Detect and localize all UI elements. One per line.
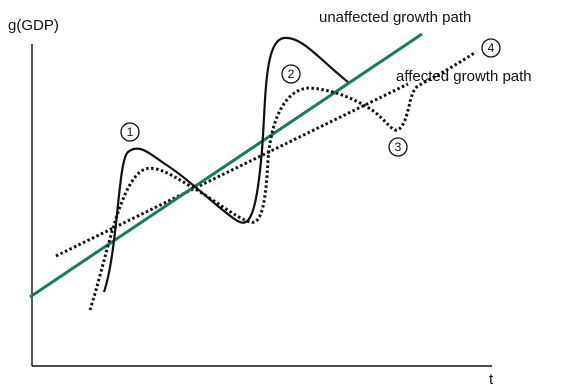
affected-cycle-curve	[88, 50, 477, 311]
solid-cycle-curve	[102, 36, 349, 293]
unaffected-growth-line	[29, 32, 423, 299]
marker-1: 1	[120, 122, 140, 142]
affected-growth-label: affected growth path	[396, 68, 532, 85]
marker-2: 2	[281, 64, 301, 84]
svg-text:4: 4	[488, 41, 495, 55]
svg-text:3: 3	[395, 140, 402, 154]
marker-4: 4	[481, 38, 501, 58]
marker-3: 3	[388, 137, 408, 157]
y-axis-label: g(GDP)	[8, 17, 59, 34]
affected-trend-line	[55, 82, 409, 258]
x-axis-label: t	[489, 371, 494, 384]
svg-text:1: 1	[127, 125, 134, 139]
svg-text:2: 2	[288, 67, 295, 81]
unaffected-growth-label: unaffected growth path	[319, 9, 471, 26]
